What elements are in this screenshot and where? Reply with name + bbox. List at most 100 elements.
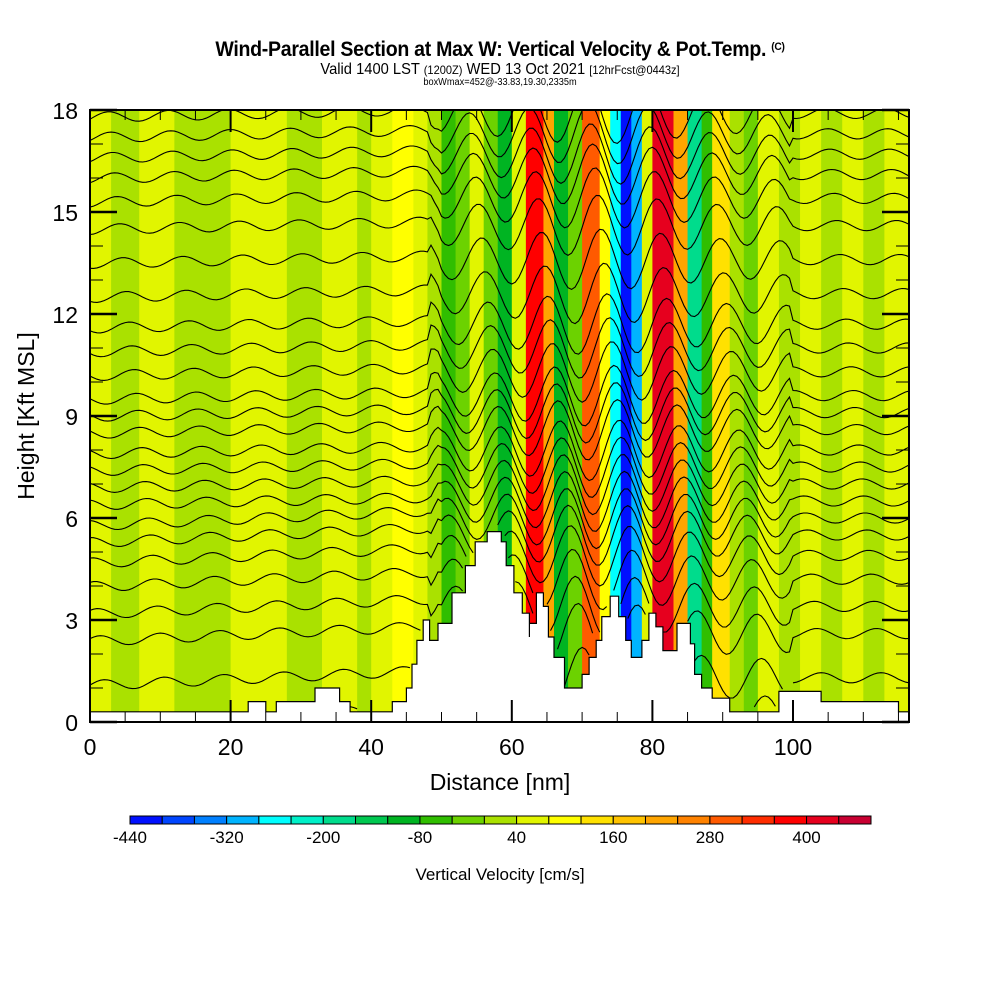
colorbar-label: -440 (113, 828, 147, 847)
colorbar-swatch (741, 815, 775, 825)
subtitle-forecast: [12hrFcst@0443z] (589, 63, 680, 77)
velocity-band (230, 110, 288, 722)
colorbar-label: 160 (599, 828, 627, 847)
x-tick-labels: 0 20 40 60 80 100 (84, 734, 813, 760)
theta-contour (90, 143, 909, 205)
colorbar-label: 400 (792, 828, 820, 847)
theta-contour (90, 293, 909, 355)
subtitle-date: WED 13 Oct 2021 (466, 61, 586, 78)
y-tick-label: 3 (65, 608, 78, 634)
theta-contour (497, 504, 909, 566)
theta-contour (90, 382, 909, 444)
theta-contour (90, 317, 909, 379)
colorbar-swatch (161, 815, 195, 825)
theta-contour (90, 167, 909, 229)
theta-contour (90, 454, 909, 516)
velocity-band (139, 110, 175, 722)
theta-contour (546, 548, 608, 611)
theta-contour (563, 646, 590, 687)
theta-contour (507, 554, 534, 594)
colorbar-swatch (548, 815, 582, 825)
velocity-band (842, 110, 864, 722)
theta-contour (90, 488, 909, 550)
colorbar-label: -320 (210, 828, 244, 847)
colorbar-label: -80 (408, 828, 433, 847)
velocity-band (800, 110, 822, 722)
theta-contour (90, 470, 909, 532)
colorbar-swatch (838, 815, 872, 825)
theta-contour (90, 514, 474, 554)
theta-contour (90, 228, 909, 291)
colorbar-swatch (580, 815, 614, 825)
velocity-band (641, 110, 654, 722)
y-tick-labels: 0 3 6 9 12 15 18 (52, 98, 78, 736)
subtitle-utc: (1200Z) (423, 63, 463, 77)
x-axis-title: Distance [nm] (430, 769, 571, 795)
colorbar-swatch (258, 815, 292, 825)
velocity-band (582, 110, 601, 722)
colorbar-swatch (451, 815, 485, 825)
velocity-band (687, 110, 703, 722)
theta-contour (620, 576, 650, 605)
x-tick-label: 0 (84, 734, 97, 760)
colorbar-swatch (644, 815, 679, 825)
theta-contour (349, 706, 358, 710)
colorbar-swatch (483, 815, 518, 825)
colorbar-swatch (773, 815, 808, 825)
velocity-band (568, 110, 583, 722)
colorbar-swatch (709, 815, 743, 825)
theta-contour (90, 585, 463, 619)
colorbar-swatch (226, 815, 260, 825)
velocity-band (652, 110, 675, 722)
chart-subtitle: Valid 1400 LST (1200Z) WED 13 Oct 2021 [… (40, 61, 960, 79)
y-tick-label: 9 (65, 404, 78, 430)
chart-title: Wind-Parallel Section at Max W: Vertical… (35, 38, 965, 62)
theta-contour (90, 341, 909, 403)
theta-contour (90, 534, 467, 568)
theta-contour (90, 123, 909, 185)
theta-contour (687, 610, 909, 655)
colorbar-label: 280 (696, 828, 724, 847)
theta-contour (515, 581, 534, 614)
chart-annotation: boxWmax=452@-33.83,19.30,2335m (423, 77, 577, 88)
colorbar-label: -200 (306, 828, 340, 847)
colorbar-swatch (612, 815, 646, 825)
subtitle-valid: Valid 1400 LST (320, 61, 420, 78)
colorbar-swatch (516, 815, 550, 825)
terrain-profile (90, 530, 909, 722)
colorbar (129, 815, 872, 825)
y-tick-label: 18 (52, 98, 78, 124)
velocity-band (174, 110, 232, 722)
theta-contour (90, 364, 909, 427)
colorbar-swatch (193, 815, 228, 825)
colorbar-tick-labels: -440 -320 -200 -80 40 160 280 400 (113, 828, 821, 847)
colorbar-swatch (129, 815, 163, 825)
colorbar-swatch (806, 815, 840, 825)
colorbar-label: 40 (507, 828, 526, 847)
theta-contour (550, 575, 601, 633)
velocity-band (863, 110, 885, 722)
colorbar-swatch (290, 815, 324, 825)
theta-contour (90, 419, 909, 482)
theta-contour (90, 398, 909, 461)
theta-contour (90, 558, 464, 591)
theta-contour (90, 110, 909, 165)
velocity-band (599, 110, 611, 722)
velocity-band (413, 110, 429, 722)
theta-contour (90, 194, 909, 256)
velocity-band (321, 110, 358, 722)
theta-contour (90, 666, 411, 690)
velocity-band (427, 110, 443, 722)
velocity-band (743, 110, 759, 722)
theta-contour (694, 654, 783, 699)
colorbar-swatch (387, 815, 421, 825)
velocity-band (371, 110, 393, 722)
velocity-band (610, 110, 622, 722)
x-tick-label: 100 (774, 734, 812, 760)
theta-contour (90, 262, 909, 325)
theta-contour (792, 672, 909, 684)
x-tick-label: 40 (358, 734, 384, 760)
x-tick-label: 80 (640, 734, 666, 760)
theta-contour (504, 525, 909, 587)
